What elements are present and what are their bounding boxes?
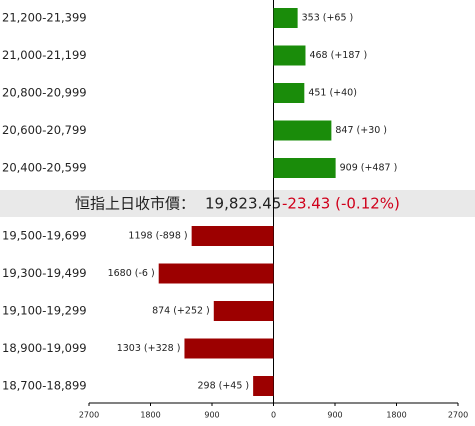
- x-tick-label: 2700: [448, 411, 468, 420]
- category-label: 20,800-20,999: [2, 86, 87, 100]
- bar: [273, 158, 336, 178]
- x-tick-label: 900: [204, 411, 219, 420]
- category-label: 19,500-19,699: [2, 229, 87, 243]
- category-label: 19,300-19,499: [2, 266, 87, 280]
- category-label: 18,900-19,099: [2, 341, 87, 355]
- bar: [273, 120, 332, 141]
- value-label: 847 (+30 ): [335, 125, 387, 136]
- bar: [273, 83, 305, 103]
- bar: [273, 8, 298, 28]
- value-label: 468 (+187 ): [309, 50, 367, 61]
- value-label: 451 (+40): [308, 88, 357, 99]
- bar: [184, 338, 274, 359]
- value-label: 298 (+45 ): [197, 381, 249, 392]
- x-tick-label: 2700: [79, 411, 99, 420]
- category-label: 18,700-18,899: [2, 379, 87, 393]
- banner-label: 恒指上日收市價：: [75, 195, 195, 213]
- category-label: 21,000-21,199: [2, 48, 87, 62]
- value-label: 353 (+65 ): [302, 13, 354, 24]
- banner-change: -23.43 (-0.12%): [282, 195, 400, 213]
- value-label: 1303 (+328 ): [117, 343, 181, 354]
- category-label: 21,200-21,399: [2, 11, 87, 25]
- category-label: 19,100-19,299: [2, 304, 87, 318]
- bar: [273, 45, 306, 66]
- bar: [213, 301, 274, 321]
- value-label: 1680 (-6 ): [108, 268, 155, 279]
- category-label: 20,600-20,799: [2, 123, 87, 137]
- bar: [253, 376, 274, 396]
- x-tick-label: 0: [271, 411, 276, 420]
- x-tick-label: 900: [327, 411, 342, 420]
- banner-value: 19,823.45: [205, 195, 281, 213]
- bar: [191, 226, 274, 246]
- value-label: 874 (+252 ): [152, 306, 210, 317]
- x-tick-label: 1800: [140, 411, 160, 420]
- value-label: 1198 (-898 ): [128, 231, 187, 242]
- x-tick-label: 1800: [386, 411, 406, 420]
- category-label: 20,400-20,599: [2, 161, 87, 175]
- bar: [158, 263, 274, 284]
- banner-background: [0, 190, 475, 217]
- value-label: 909 (+487 ): [340, 163, 398, 174]
